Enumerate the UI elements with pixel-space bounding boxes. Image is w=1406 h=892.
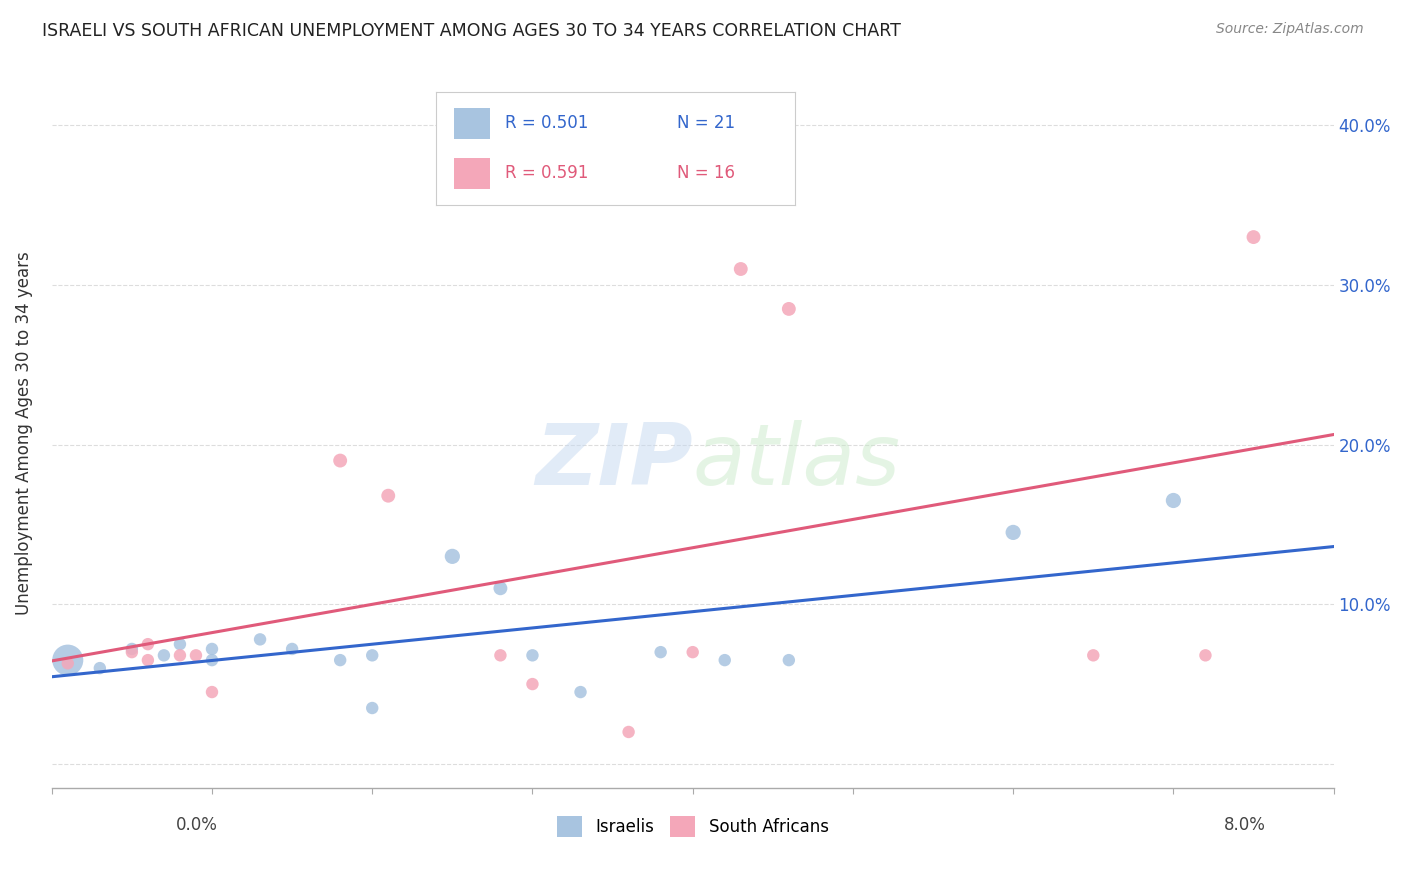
Point — [56, 657, 79, 671]
Point — [522, 677, 544, 691]
Point — [1163, 493, 1185, 508]
Text: 0.0%: 0.0% — [176, 816, 218, 834]
Point — [184, 648, 207, 663]
Point — [569, 685, 592, 699]
Point — [1243, 230, 1265, 244]
Point — [1083, 648, 1105, 663]
Point — [650, 645, 672, 659]
Point — [617, 725, 640, 739]
Point — [441, 549, 464, 564]
Point — [121, 645, 143, 659]
Point — [489, 648, 512, 663]
Point — [377, 489, 399, 503]
Point — [489, 582, 512, 596]
Point — [1002, 525, 1025, 540]
Point — [121, 642, 143, 657]
Point — [153, 648, 176, 663]
Point — [778, 653, 800, 667]
Text: Source: ZipAtlas.com: Source: ZipAtlas.com — [1216, 22, 1364, 37]
Point — [56, 653, 79, 667]
Text: atlas: atlas — [693, 419, 901, 502]
Point — [522, 648, 544, 663]
Point — [249, 632, 271, 647]
Point — [730, 262, 752, 277]
Point — [682, 645, 704, 659]
Point — [713, 653, 735, 667]
Point — [329, 653, 352, 667]
Point — [169, 648, 191, 663]
Point — [1194, 648, 1216, 663]
Text: ZIP: ZIP — [536, 419, 693, 502]
Point — [201, 685, 224, 699]
Point — [361, 701, 384, 715]
Point — [778, 301, 800, 316]
Y-axis label: Unemployment Among Ages 30 to 34 years: Unemployment Among Ages 30 to 34 years — [15, 251, 32, 615]
Point — [89, 661, 111, 675]
Point — [281, 642, 304, 657]
Point — [329, 453, 352, 467]
Point — [136, 653, 159, 667]
Point — [201, 642, 224, 657]
Point — [169, 637, 191, 651]
Legend: Israelis, South Africans: Israelis, South Africans — [550, 810, 835, 844]
Text: ISRAELI VS SOUTH AFRICAN UNEMPLOYMENT AMONG AGES 30 TO 34 YEARS CORRELATION CHAR: ISRAELI VS SOUTH AFRICAN UNEMPLOYMENT AM… — [42, 22, 901, 40]
Point — [136, 637, 159, 651]
Point — [361, 648, 384, 663]
Point — [201, 653, 224, 667]
Text: 8.0%: 8.0% — [1223, 816, 1265, 834]
